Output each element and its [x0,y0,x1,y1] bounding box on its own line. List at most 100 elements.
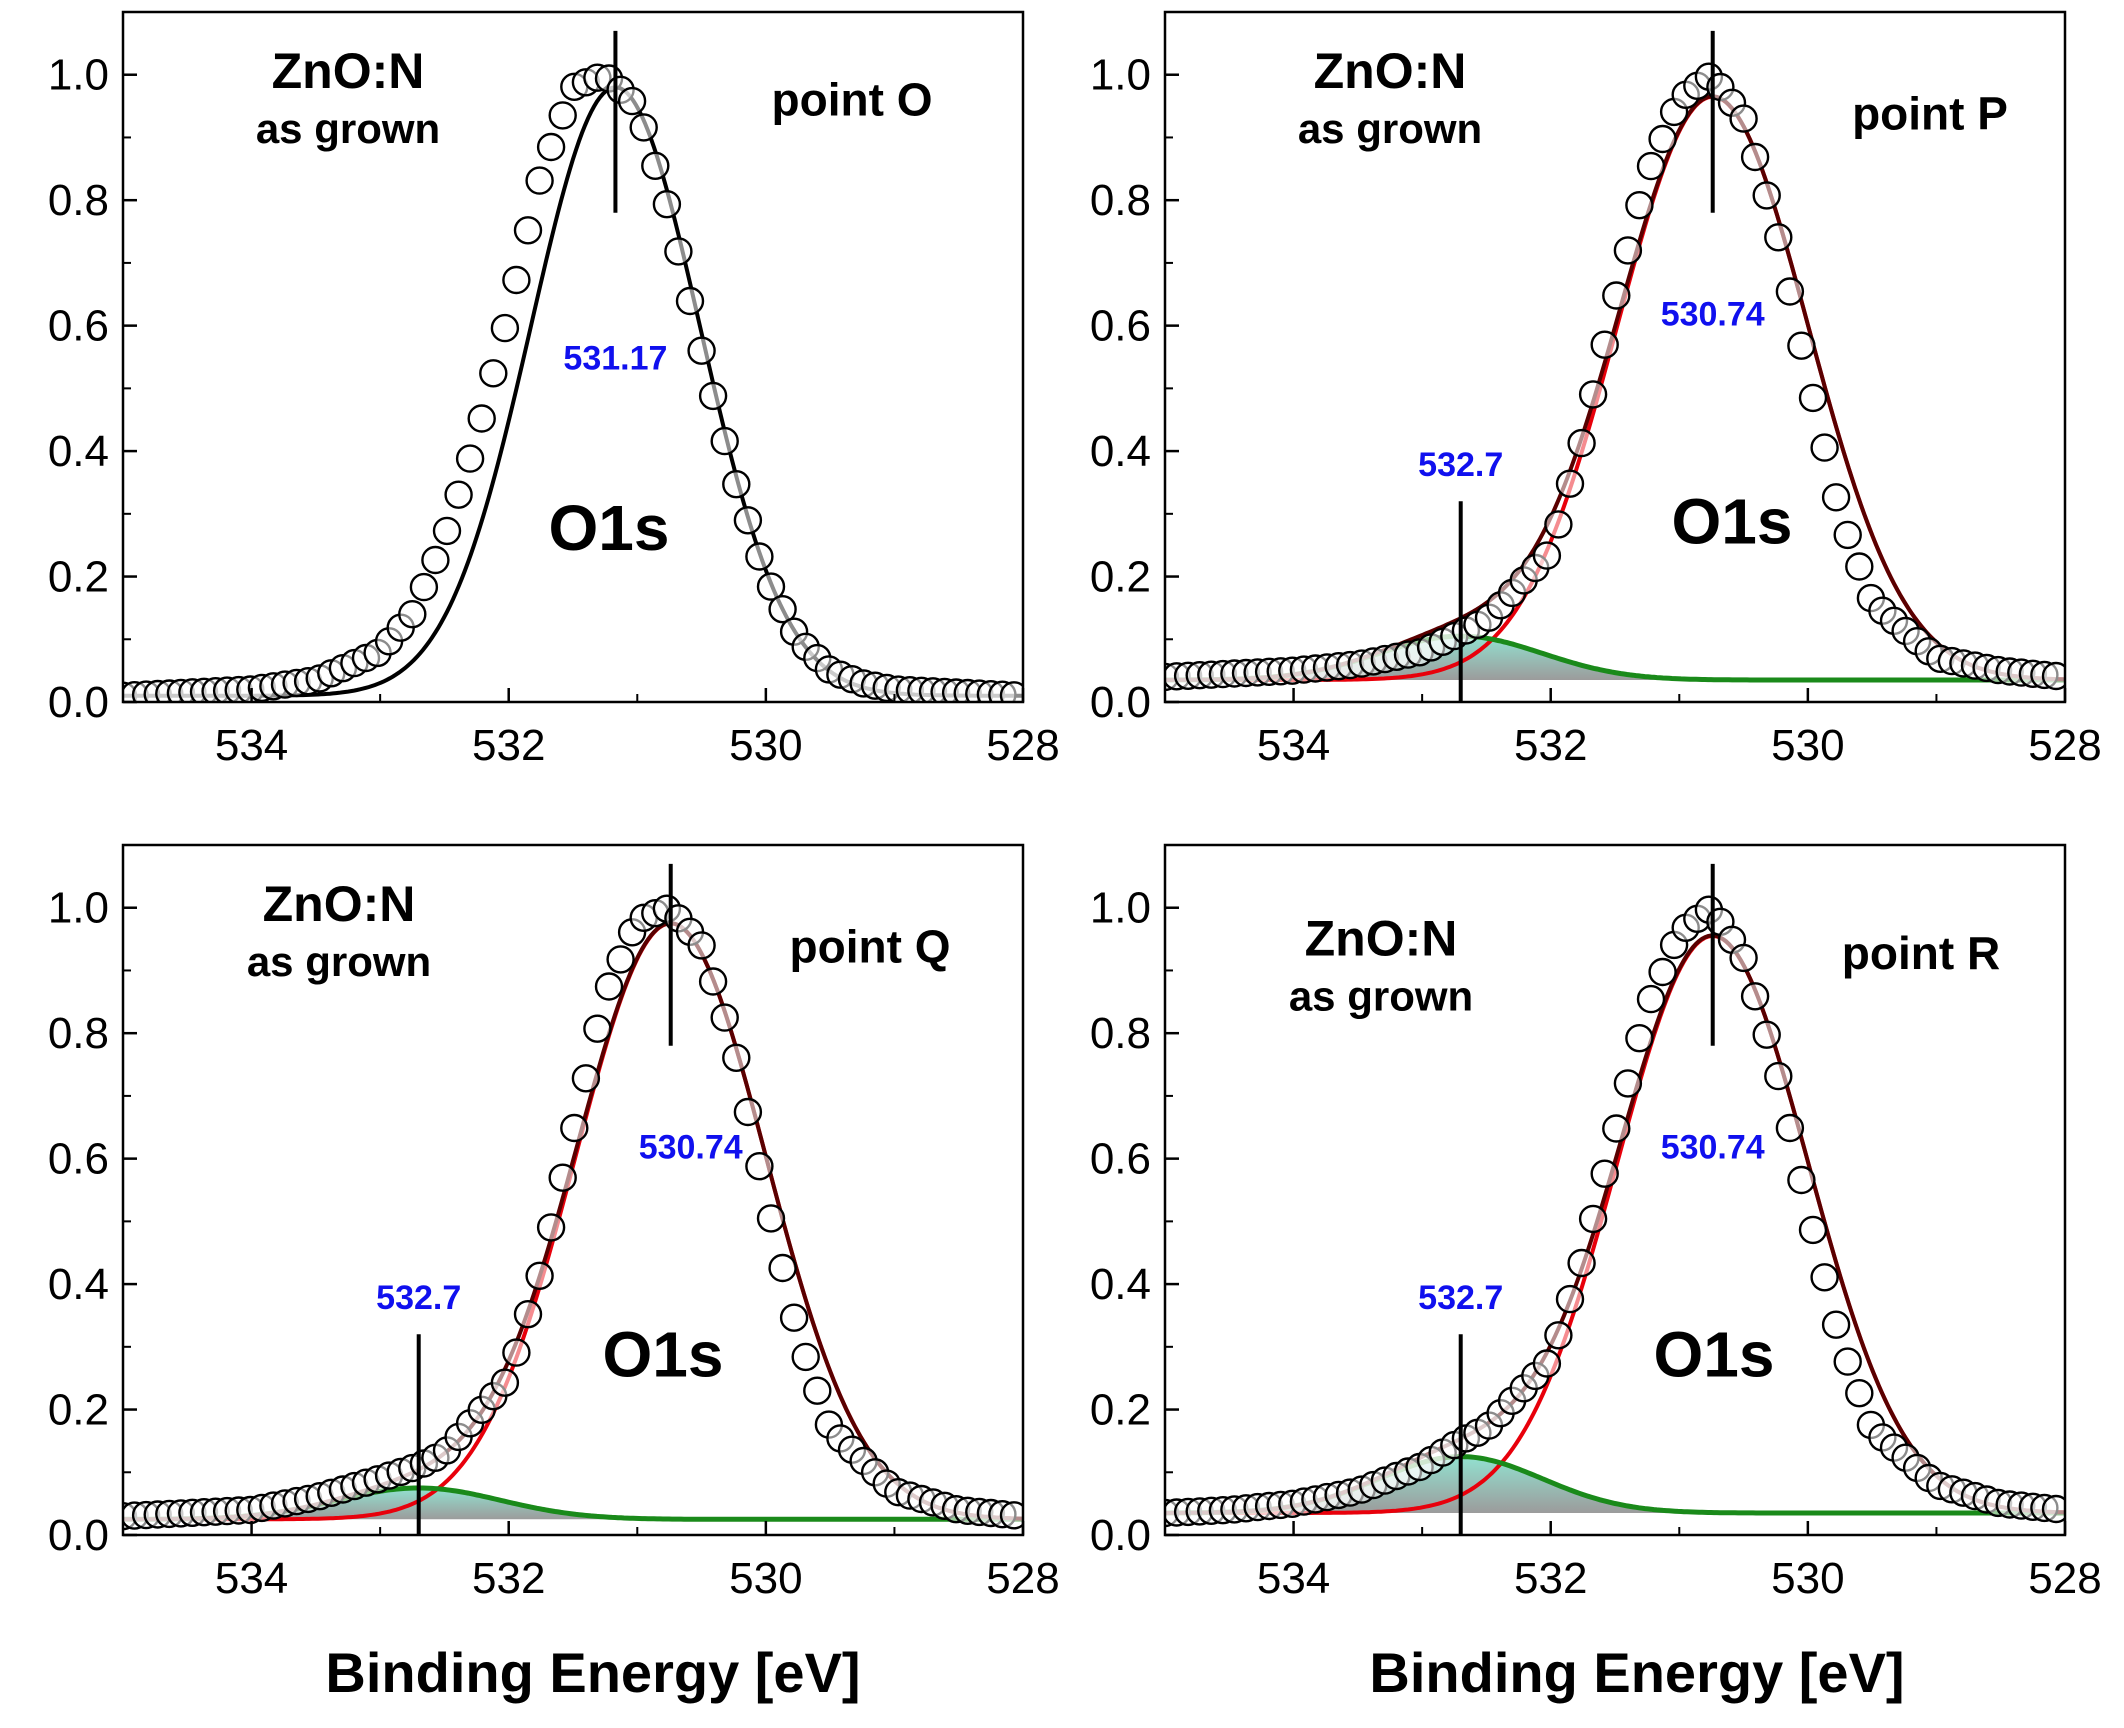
data-point [768,1253,797,1283]
data-point [2041,661,2065,691]
o1s-label: O1s [1672,485,1793,557]
data-point [710,1003,739,1032]
o1s-label: O1s [549,492,670,564]
data-point [1729,943,1758,973]
panel-point-p: 530.74 532.7 534 532 530 528 0.0 0.2 0.4 0.6 0.8 1.… [1090,10,2102,770]
main-component-curve [1165,934,2065,1515]
data-point [1845,1378,1874,1408]
data-point [548,1163,577,1192]
data-point [1729,104,1758,133]
data-point [687,336,716,365]
y-tick-label: 0.4 [1090,1260,1151,1309]
o1s-label: O1s [603,1318,724,1390]
data-point [733,506,763,535]
data-point [432,516,462,546]
data-point [1636,151,1666,181]
data-point [641,151,670,181]
y-tick-label: 1.0 [1090,884,1151,933]
data-point [1821,483,1851,512]
data-point [629,113,658,142]
data-point [536,1213,566,1242]
x-tick-label: 534 [1257,1554,1330,1603]
peak-label: 530.74 [639,1129,743,1167]
data-point [594,972,624,1001]
y-tick-label: 0.4 [48,1260,109,1309]
y-tick-label: 0.8 [1090,176,1151,225]
envelope-curve [1165,933,2065,1515]
x-tick-label: 528 [2028,721,2101,770]
y-tick-label: 1.0 [48,884,109,933]
plot-area [1165,62,2065,692]
data-point [698,381,728,411]
y-tick-label: 0.6 [1090,1135,1151,1184]
x-axis-label-left: Binding Energy [eV] [325,1641,860,1704]
plot-area [1165,895,2065,1528]
sample-label: ZnO:N [1305,910,1458,966]
data-point [779,1303,809,1332]
x-tick-label: 530 [729,721,802,770]
data-points [123,894,1023,1531]
y-tick-label: 0.2 [48,553,109,602]
data-point [791,1342,820,1372]
y-tick-label: 0.4 [48,427,109,476]
axes-frame [121,843,1025,1537]
data-point [1590,330,1619,359]
data-point [710,426,739,456]
x-tick-label: 534 [1257,721,1330,770]
data-point [583,1014,612,1043]
data-point [536,132,566,162]
data-point [1764,223,1793,252]
data-points [1165,62,2065,692]
y-tick-label: 0.0 [1090,678,1151,727]
sample-label: ZnO:N [263,876,416,932]
y-tick-label: 1.0 [48,51,109,100]
x-tick-label: 534 [215,721,288,770]
data-point [1821,1310,1851,1339]
x-tick-label: 528 [986,1554,1059,1603]
data-point [722,470,751,499]
point-label: point R [1842,927,2000,979]
data-point [1752,1020,1781,1049]
data-point [560,1113,589,1143]
condition-label: as grown [247,938,431,985]
main-component-curve [1165,94,2065,682]
y-tick-label: 1.0 [1090,51,1151,100]
data-point [1798,383,1828,413]
data-point [571,1064,601,1093]
axes-frame [121,10,1025,704]
sample-label: ZnO:N [272,43,425,99]
data-point [722,1043,751,1073]
data-point [525,166,554,195]
data-point [1567,428,1596,458]
x-tick-label: 530 [1771,1554,1844,1603]
data-point [652,189,682,219]
x-tick-label: 532 [1514,1554,1587,1603]
data-point [548,101,577,130]
data-point [606,945,635,974]
condition-label: as grown [256,105,440,152]
data-point [1555,469,1585,498]
x-axis-label-right: Binding Energy [eV] [1369,1641,1904,1704]
envelope-curve [1165,94,2065,682]
condition-label: as grown [1289,973,1473,1020]
sample-label: ZnO:N [1314,43,1467,99]
y-tick-label: 0.2 [48,1386,109,1435]
data-point [525,1261,554,1291]
data-point [1625,1023,1654,1053]
data-point [398,600,427,629]
data-point [1578,1204,1608,1234]
data-point [490,1368,520,1397]
data-point [513,216,543,245]
x-tick-label: 532 [1514,721,1587,770]
data-points [123,63,1023,702]
minor-component-fill [1165,1456,2065,1513]
y-tick-label: 0.6 [48,1135,109,1184]
y-tick-label: 0.0 [48,1511,109,1560]
data-point [479,359,508,388]
data-point [687,931,716,960]
data-point [698,967,728,996]
axes-frame [1163,10,2067,704]
plot-area [123,894,1023,1531]
data-point [733,1097,763,1127]
